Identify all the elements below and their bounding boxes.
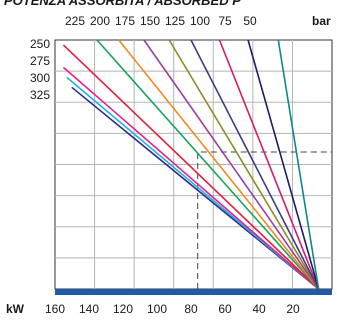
x-tick-label: 100 xyxy=(147,302,167,316)
x-tick-label: 40 xyxy=(252,302,266,316)
series-line xyxy=(190,39,320,290)
left-tick-label: 275 xyxy=(30,54,50,68)
top-tick-labels: 225 200 175 150 125 100 75 50 xyxy=(65,14,257,28)
x-tick-labels: 160 140 120 100 80 60 40 20 xyxy=(45,302,300,316)
top-axis-unit: bar xyxy=(312,14,331,28)
x-tick-label: 20 xyxy=(286,302,300,316)
x-tick-label: 160 xyxy=(45,302,65,316)
series-line xyxy=(218,39,320,290)
top-tick-label: 125 xyxy=(165,14,185,28)
series-line xyxy=(143,39,320,290)
reference-lines xyxy=(197,151,332,289)
series-line xyxy=(62,44,320,290)
bottom-axis-bar xyxy=(55,289,332,295)
top-tick-label: 175 xyxy=(115,14,135,28)
x-tick-label: 80 xyxy=(184,302,198,316)
reference-line xyxy=(197,151,332,289)
top-tick-label: 75 xyxy=(218,14,232,28)
left-tick-label: 250 xyxy=(30,37,50,51)
x-tick-label: 140 xyxy=(79,302,99,316)
x-tick-label: 120 xyxy=(113,302,133,316)
series-line xyxy=(277,39,320,290)
x-tick-label: 60 xyxy=(218,302,232,316)
top-tick-label: 150 xyxy=(140,14,160,28)
series-line xyxy=(66,76,320,290)
left-tick-label: 325 xyxy=(30,88,50,102)
top-tick-label: 200 xyxy=(90,14,110,28)
chart-title: POTENZA ASSORBITA / ABSORBED P xyxy=(4,0,241,8)
top-tick-label: 50 xyxy=(243,14,257,28)
series-line xyxy=(247,39,320,290)
left-tick-label: 300 xyxy=(30,71,50,85)
series-line xyxy=(118,39,320,290)
top-tick-label: 225 xyxy=(65,14,85,28)
left-tick-labels: 250 275 300 325 xyxy=(30,37,50,102)
series-line xyxy=(96,39,320,290)
top-tick-label: 100 xyxy=(190,14,210,28)
x-axis-unit: kW xyxy=(6,302,25,316)
series-lines xyxy=(62,39,320,290)
series-line xyxy=(62,66,320,290)
series-line xyxy=(168,39,320,290)
